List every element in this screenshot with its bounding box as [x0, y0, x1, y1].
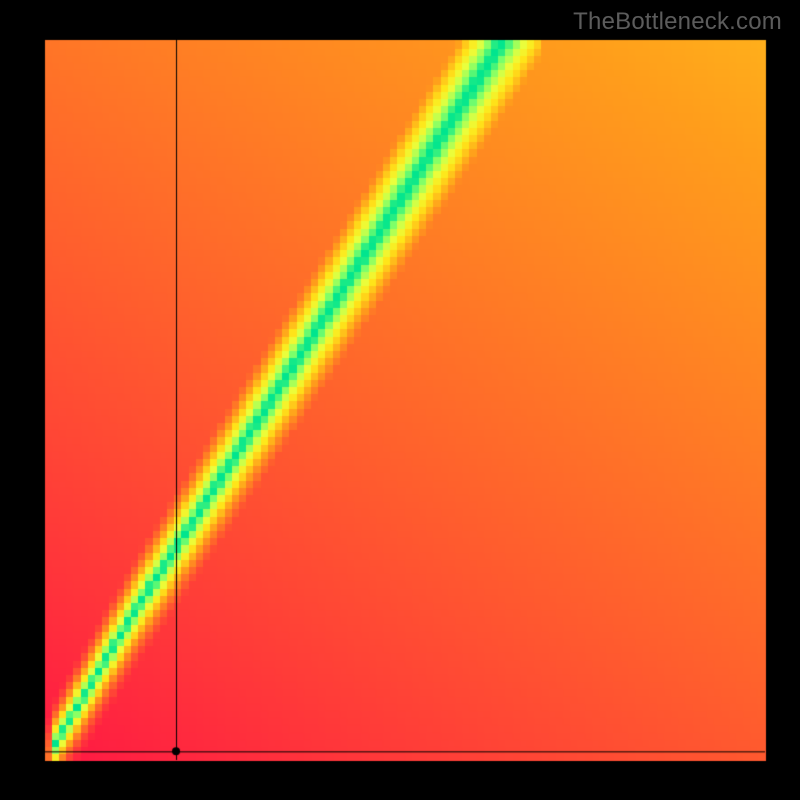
watermark-text: TheBottleneck.com	[573, 8, 782, 36]
chart-container: { "watermark": { "text": "TheBottleneck.…	[0, 0, 800, 800]
bottleneck-heatmap	[0, 0, 800, 800]
